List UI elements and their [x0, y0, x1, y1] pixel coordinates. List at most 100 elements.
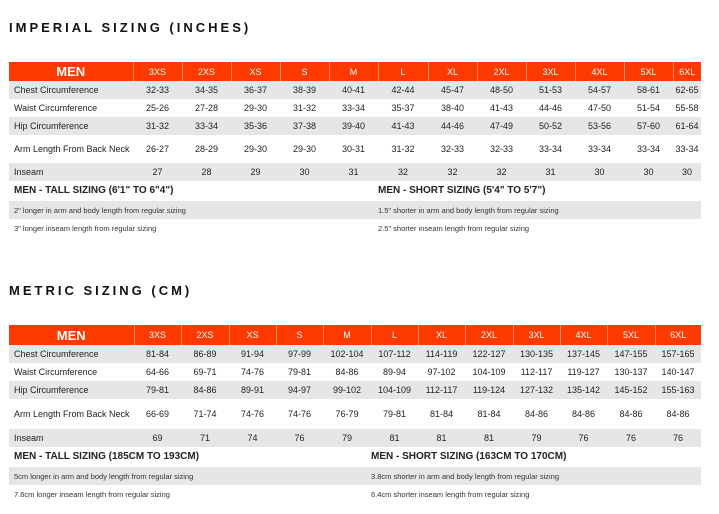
measurement-value: 81-84: [477, 409, 501, 419]
measurement-label: Waist Circumference: [14, 102, 98, 113]
measurement-value: 32-33: [440, 144, 465, 154]
size-header: 2XL: [464, 325, 513, 345]
size-header: M: [322, 325, 371, 345]
measurement-label: Chest Circumference: [9, 345, 134, 363]
size-header: M: [328, 62, 378, 81]
tall-sizing-heading: MEN - TALL SIZING (185CM TO 193CM): [14, 451, 200, 462]
measurement-value: 89-91: [229, 381, 276, 399]
measurement-value: 33-34: [182, 117, 231, 135]
measurement-value: 79-81: [382, 409, 407, 419]
measurement-value: 97-102: [427, 367, 456, 377]
measurement-value: 99-102: [323, 381, 371, 399]
size-header: 2XL: [476, 62, 526, 81]
measurement-value: 97-99: [276, 345, 323, 363]
measurement-value: 74-76: [240, 409, 265, 419]
measurement-value: 30: [624, 163, 673, 181]
measurement-value: 122-127: [465, 345, 513, 363]
table-row: Hip Circumference 79-81 84-86 89-91 94-97 99-…: [9, 381, 701, 399]
measurement-value: 74-76: [287, 409, 312, 419]
size-table: MEN 3XS 2XS XS S M L XL 2XL 3XL 4XL 5XL 6XL Chest Cir…: [9, 325, 701, 447]
size-header: 3XS: [132, 62, 182, 81]
measurement-value: 47-49: [477, 117, 526, 135]
measurement-value: 76: [655, 429, 701, 447]
short-note: 3.8cm shorter in arm and body length fro…: [371, 472, 560, 481]
size-header: L: [370, 325, 418, 345]
measurement-value: 79: [323, 429, 371, 447]
measurement-value: 94-97: [276, 381, 323, 399]
table-row: Chest Circumference 32-33 34-35 36-37 38-39 4…: [9, 81, 701, 99]
measurement-value: 81-84: [134, 345, 181, 363]
measurement-value: 50-52: [526, 117, 575, 135]
table-row: Arm Length From Back Neck 66-69 71-74 74-76…: [9, 399, 701, 429]
measurement-value: 76: [560, 429, 607, 447]
measurement-value: 57-60: [624, 117, 673, 135]
tall-note: 7.6cm longer inseam length from regular …: [14, 490, 170, 499]
tall-short-headings: MEN - TALL SIZING (6'1" TO 6"4") MEN - SH…: [9, 181, 701, 201]
tall-note: 3" longer inseam length from regular siz…: [14, 224, 157, 233]
measurement-value: 62-65: [673, 81, 701, 99]
measurement-value: 137-145: [560, 345, 607, 363]
measurement-value: 135-142: [560, 381, 607, 399]
sizing-note-row: 3" longer inseam length from regular siz…: [9, 219, 701, 237]
measurement-value: 31-32: [133, 117, 182, 135]
measurement-value: 33-34: [341, 103, 366, 113]
measurement-value: 102-104: [323, 345, 371, 363]
measurement-value: 147-155: [607, 345, 655, 363]
measurement-value: 55-58: [675, 103, 699, 113]
measurement-value: 27: [133, 163, 182, 181]
measurement-value: 45-47: [428, 81, 477, 99]
measurement-value: 33-34: [538, 144, 563, 154]
measurement-value: 37-38: [280, 117, 329, 135]
measurement-value: 84-86: [666, 409, 690, 419]
measurement-value: 79-81: [287, 367, 312, 377]
measurement-value: 58-61: [624, 81, 673, 99]
short-sizing-heading: MEN - SHORT SIZING (163CM TO 170CM): [371, 451, 567, 462]
size-header: XS: [230, 62, 280, 81]
measurement-value: 32-33: [133, 81, 182, 99]
measurement-value: 29: [231, 163, 280, 181]
measurement-value: 76-79: [335, 409, 359, 419]
measurement-value: 84-86: [181, 381, 229, 399]
measurement-label: Arm Length From Back Neck: [14, 143, 130, 154]
measurement-value: 127-132: [513, 381, 560, 399]
size-table: MEN 3XS 2XS XS S M L XL 2XL 3XL 4XL 5XL 6XL Chest Cir…: [9, 62, 701, 181]
measurement-value: 69-71: [193, 367, 217, 377]
measurement-label: Inseam: [9, 163, 133, 181]
short-note: 2.5" shorter inseam length from regular …: [378, 224, 530, 233]
men-header: MEN: [9, 62, 133, 81]
measurement-value: 140-147: [661, 367, 695, 377]
measurement-value: 31-32: [391, 144, 415, 154]
measurement-value: 130-135: [513, 345, 560, 363]
size-header: 4XL: [559, 325, 607, 345]
size-header: 3XL: [512, 325, 560, 345]
measurement-value: 48-50: [477, 81, 526, 99]
measurement-value: 81: [371, 429, 418, 447]
size-header: 5XL: [623, 62, 673, 81]
measurement-value: 64-66: [145, 367, 170, 377]
sizing-note-row: 5cm longer in arm and body length from r…: [9, 467, 701, 485]
measurement-label: Hip Circumference: [9, 381, 134, 399]
size-header: 2XS: [180, 325, 229, 345]
measurement-value: 33-34: [587, 144, 612, 154]
measurement-value: 33-34: [675, 144, 699, 154]
measurement-value: 34-35: [182, 81, 231, 99]
measurement-value: 32-33: [489, 144, 514, 154]
size-header: 2XS: [181, 62, 231, 81]
measurement-value: 157-165: [655, 345, 701, 363]
size-header: 6XL: [654, 325, 701, 345]
measurement-value: 42-44: [378, 81, 428, 99]
measurement-value: 104-109: [371, 381, 418, 399]
measurement-value: 76: [276, 429, 323, 447]
measurement-value: 107-112: [371, 345, 418, 363]
measurement-value: 66-69: [145, 409, 170, 419]
measurement-value: 39-40: [329, 117, 378, 135]
measurement-value: 29-30: [243, 144, 268, 154]
table-row: Arm Length From Back Neck 26-27 28-29 29-30…: [9, 135, 701, 163]
measurement-value: 28-29: [194, 144, 219, 154]
metric-chart: MEN 3XS 2XS XS S M L XL 2XL 3XL 4XL 5XL 6XL Chest Cir…: [9, 325, 701, 514]
measurement-value: 53-56: [575, 117, 624, 135]
measurement-value: 51-54: [636, 103, 661, 113]
table-row: Waist Circumference 64-66 69-71 74-76 79-81 8…: [9, 363, 701, 381]
short-sizing-heading: MEN - SHORT SIZING (5'4" TO 5'7"): [378, 185, 546, 196]
measurement-value: 79-81: [134, 381, 181, 399]
